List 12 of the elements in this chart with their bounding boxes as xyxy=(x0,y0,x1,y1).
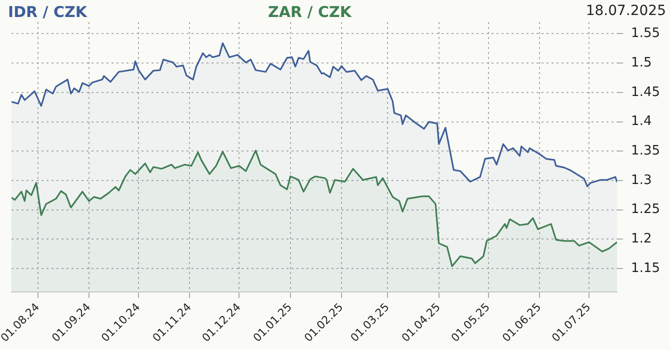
y-tick-label: 1.25 xyxy=(631,202,660,218)
text: IDR / CZK xyxy=(8,3,88,21)
y-tick-label: 1.15 xyxy=(631,260,660,276)
y-tick-label: 1.35 xyxy=(631,144,660,159)
y-tick-label: 1.5 xyxy=(631,55,652,70)
y-tick-label: 1.4 xyxy=(631,114,652,130)
text: ZAR / CZK xyxy=(268,3,352,21)
y-tick-label: 1.45 xyxy=(631,84,660,100)
text: 18.07.2025 xyxy=(586,3,666,19)
y-tick-label: 1.55 xyxy=(631,26,660,42)
y-tick-label: 1.2 xyxy=(631,232,652,247)
y-tick-label: 1.3 xyxy=(631,172,652,188)
